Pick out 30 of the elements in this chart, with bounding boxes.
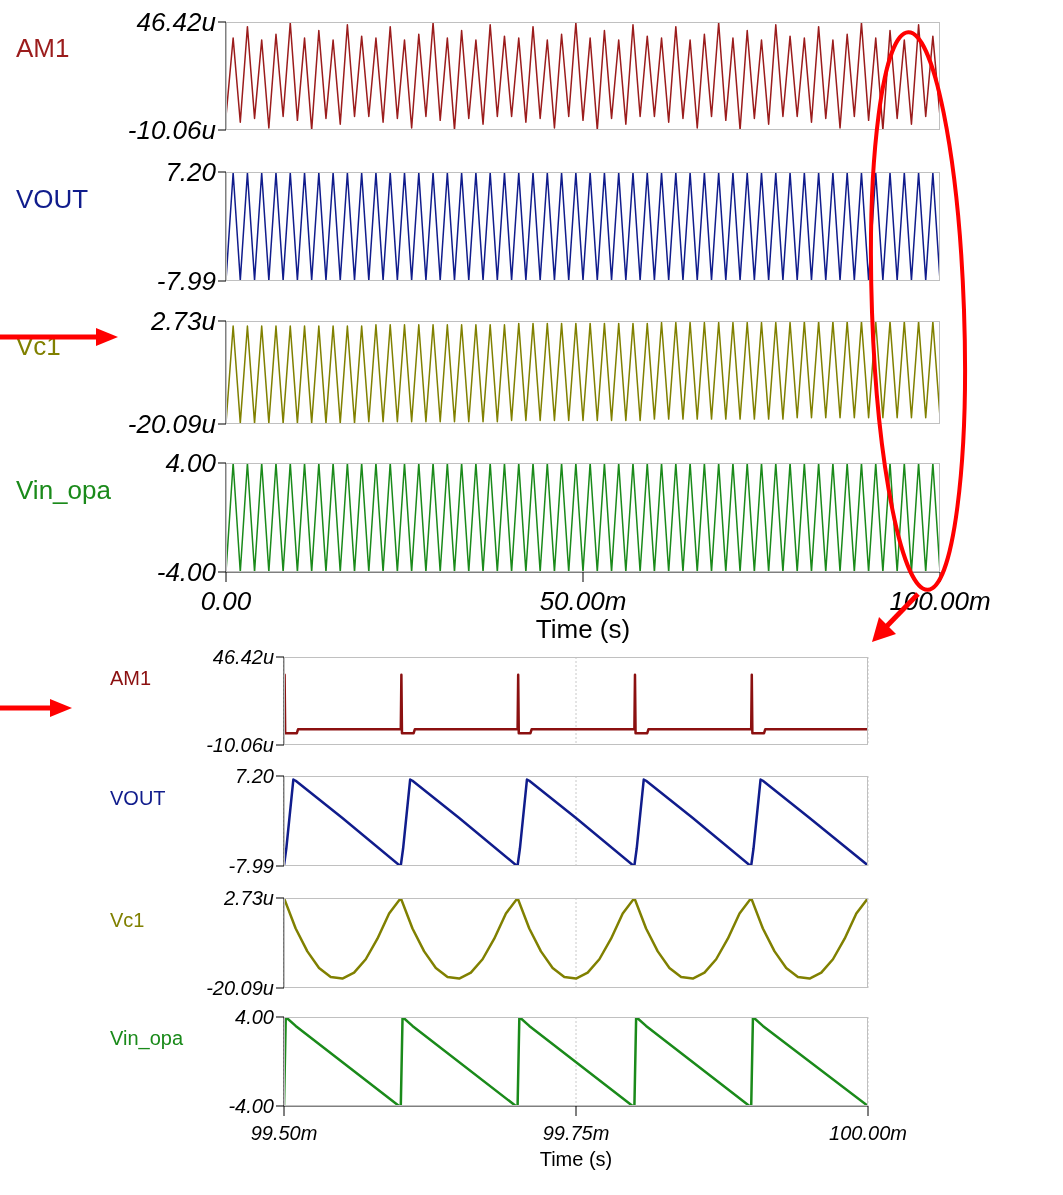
text: Vin_opa [16, 474, 111, 506]
y-tick-label: -20.09u [206, 977, 274, 1000]
text: VOUT [16, 183, 89, 215]
y-tick-label: 2.73u [149, 306, 216, 337]
text: Vin_opa [110, 1027, 184, 1051]
y-tick-label: -4.00 [228, 1095, 274, 1118]
y-tick-label: -4.00 [156, 557, 217, 588]
x-tick-label: 0.00 [200, 586, 252, 617]
text: Vc1 [110, 908, 145, 932]
y-tick-label: 4.00 [165, 448, 217, 479]
y-tick-label: -7.99 [228, 855, 274, 878]
y-tick-label: 2.73u [222, 887, 274, 910]
x-tick-label: 50.00m [539, 586, 627, 617]
y-tick-label: -7.99 [156, 266, 216, 297]
x-tick-label: 99.75m [542, 1122, 610, 1145]
y-tick-label: 7.20 [165, 157, 217, 188]
y-tick-label: -20.09u [127, 409, 216, 440]
x-tick-label: 99.50m [250, 1122, 318, 1145]
y-tick-label: 4.00 [235, 1006, 274, 1029]
x-axis-title: Time (s) [538, 1148, 614, 1171]
y-tick-label: -10.06u [206, 734, 274, 757]
y-tick-label: 46.42u [212, 646, 274, 669]
text: AM1 [110, 667, 152, 690]
y-tick-label: -10.06u [127, 115, 216, 146]
text: AM1 [16, 33, 70, 65]
text: VOUT [110, 786, 166, 810]
y-tick-label: 46.42u [136, 7, 216, 38]
x-tick-label: 100.00m [829, 1122, 907, 1145]
x-axis-title: Time (s) [535, 614, 631, 644]
y-tick-label: 7.20 [235, 765, 274, 788]
